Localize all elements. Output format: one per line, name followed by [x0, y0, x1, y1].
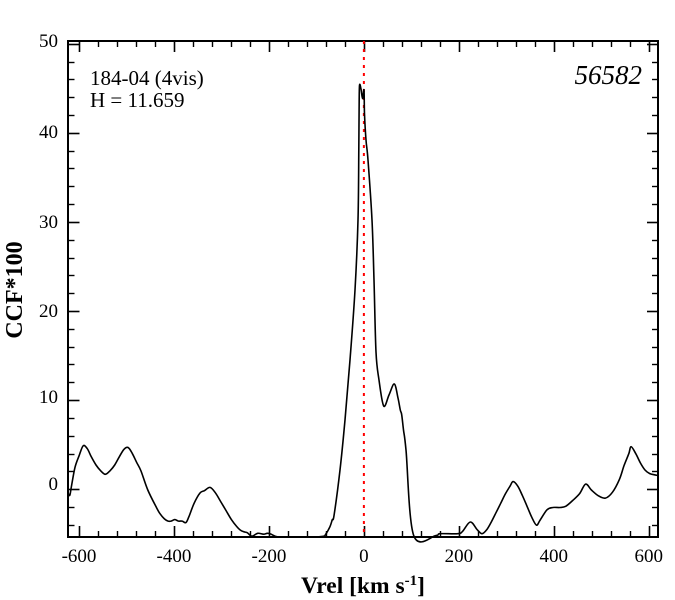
svg-text:0: 0: [49, 474, 59, 495]
svg-text:-400: -400: [157, 546, 192, 567]
svg-text:30: 30: [39, 212, 58, 233]
svg-text:200: 200: [445, 546, 474, 567]
svg-text:CCF*100: CCF*100: [2, 241, 28, 338]
svg-text:50: 50: [39, 31, 58, 52]
svg-text:400: 400: [540, 546, 569, 567]
svg-text:184-04 (4vis): 184-04 (4vis): [90, 66, 204, 90]
svg-text:Vrel [km s-1]: Vrel [km s-1]: [301, 573, 425, 599]
svg-text:-600: -600: [62, 546, 97, 567]
svg-text:0: 0: [359, 546, 369, 567]
svg-text:56582: 56582: [575, 60, 643, 90]
svg-text:20: 20: [39, 301, 58, 322]
svg-text:H = 11.659: H = 11.659: [90, 88, 184, 112]
svg-text:40: 40: [39, 122, 58, 143]
svg-text:10: 10: [39, 387, 58, 408]
svg-text:600: 600: [635, 546, 664, 567]
svg-text:-200: -200: [252, 546, 287, 567]
